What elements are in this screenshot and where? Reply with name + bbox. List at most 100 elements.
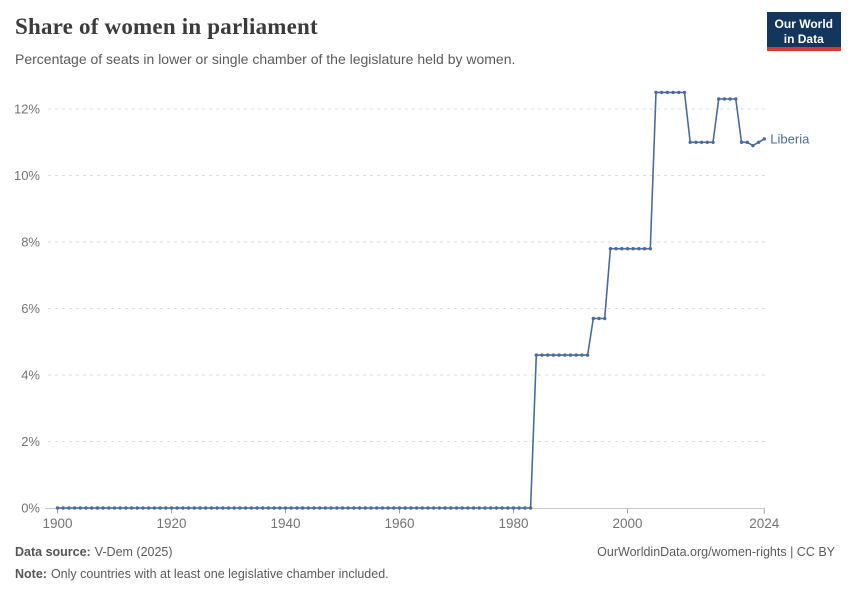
data-point: [95, 506, 100, 510]
data-point: [90, 506, 94, 510]
data-point: [614, 247, 618, 251]
data-point: [432, 506, 436, 510]
data-point: [101, 506, 105, 510]
logo-line-2: in Data: [783, 32, 824, 46]
data-point: [169, 506, 174, 510]
data-source: Data source: V-Dem (2025): [15, 541, 173, 563]
data-point: [631, 247, 635, 251]
footer-note-row: Note: Only countries with at least one le…: [15, 563, 835, 585]
data-point: [55, 506, 60, 510]
data-point: [580, 353, 584, 357]
data-point: [323, 506, 328, 510]
data-point: [591, 316, 595, 321]
data-point: [278, 506, 282, 510]
data-point: [124, 506, 128, 510]
data-point: [699, 140, 704, 144]
owid-logo[interactable]: Our World in Data: [766, 12, 841, 51]
data-point: [375, 506, 379, 510]
data-point: [471, 506, 476, 510]
data-point: [705, 140, 709, 144]
data-point: [711, 140, 715, 144]
data-point: [534, 353, 538, 357]
data-point: [147, 506, 151, 510]
note-value: Only countries with at least one legisla…: [50, 567, 389, 581]
data-point: [540, 353, 544, 357]
data-point: [283, 506, 288, 510]
data-point: [625, 247, 630, 251]
data-point: [335, 506, 339, 510]
data-point: [346, 506, 350, 510]
x-axis-tick-label: 1900: [42, 516, 72, 531]
data-point: [306, 506, 310, 510]
data-point: [722, 97, 727, 101]
data-point: [221, 506, 225, 510]
data-point: [84, 506, 88, 510]
data-point: [249, 506, 253, 510]
owid-url-link[interactable]: OurWorldinData.org/women-rights | CC BY: [597, 545, 835, 559]
data-point: [585, 353, 590, 357]
y-axis-tick-label: 4%: [21, 368, 40, 383]
data-point: [437, 506, 442, 510]
data-point: [357, 506, 362, 510]
data-point: [403, 506, 407, 510]
data-point: [72, 506, 77, 510]
data-point: [574, 353, 578, 357]
data-point: [135, 506, 139, 510]
data-point: [551, 353, 556, 357]
data-point: [414, 506, 419, 510]
note-label: Note:: [15, 567, 47, 581]
data-point: [597, 316, 601, 321]
page-title: Share of women in parliament: [15, 14, 318, 39]
data-point: [329, 506, 333, 510]
data-point: [397, 506, 402, 510]
chart-footer: Data source: V-Dem (2025) OurWorldinData.…: [15, 541, 835, 585]
data-point: [192, 506, 196, 510]
data-point: [300, 506, 305, 510]
chart-note: Note: Only countries with at least one le…: [15, 563, 389, 585]
data-point: [198, 506, 202, 510]
footer-source-row: Data source: V-Dem (2025) OurWorldinData.…: [15, 541, 835, 563]
data-point: [546, 353, 550, 357]
data-point: [654, 90, 658, 95]
data-point: [460, 506, 464, 510]
data-point: [745, 140, 749, 144]
data-point: [426, 506, 430, 510]
data-point: [186, 506, 191, 510]
data-point: [665, 90, 670, 95]
y-axis-tick-label: 0%: [21, 501, 40, 516]
x-axis-tick-label: 1980: [498, 516, 528, 531]
data-point: [312, 506, 316, 510]
data-point: [369, 506, 373, 510]
data-point: [243, 506, 248, 510]
data-point: [266, 506, 271, 510]
y-axis-tick-label: 6%: [21, 301, 40, 316]
x-axis-tick-label: 2024: [749, 516, 780, 531]
data-point: [739, 140, 744, 144]
y-axis-tick-label: 12%: [14, 102, 40, 117]
data-point: [454, 506, 459, 510]
data-point: [112, 506, 117, 510]
y-axis-tick-label: 10%: [14, 168, 40, 183]
data-point: [152, 506, 157, 510]
data-point: [204, 506, 208, 510]
data-point: [78, 506, 83, 510]
data-point: [557, 353, 561, 357]
data-point: [728, 97, 732, 101]
data-point: [363, 506, 367, 510]
data-point: [500, 506, 504, 510]
logo-red-bar: [766, 47, 841, 51]
series-line-liberia: [57, 91, 765, 509]
data-point: [158, 506, 162, 510]
data-point: [255, 506, 259, 510]
data-point: [568, 353, 573, 357]
data-point: [762, 137, 766, 141]
data-point: [677, 90, 681, 95]
logo-line-1: Our World: [774, 17, 833, 31]
data-point: [688, 140, 692, 144]
data-point: [164, 506, 168, 510]
data-point: [61, 506, 65, 510]
data-point: [603, 316, 607, 321]
data-point: [717, 97, 721, 101]
data-point: [563, 353, 567, 357]
data-point: [181, 506, 185, 510]
